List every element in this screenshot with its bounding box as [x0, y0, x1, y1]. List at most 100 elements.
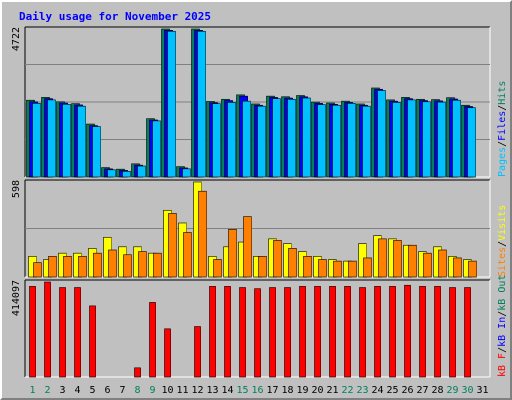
bar-pages — [47, 99, 56, 178]
bar-pages — [362, 105, 371, 178]
x-tick-label: 13 — [206, 385, 218, 396]
x-tick-label: 29 — [446, 385, 458, 396]
x-tick-label: 9 — [149, 385, 155, 396]
bar-sites — [138, 251, 147, 278]
series-legend: kB F/kB In/kB Out — [497, 275, 508, 377]
x-tick-label: 14 — [221, 385, 233, 396]
bar-pages — [122, 171, 131, 178]
bar-pages — [77, 105, 86, 178]
x-tick-label: 15 — [236, 385, 248, 396]
bar-sites — [393, 240, 402, 278]
bar-pages — [227, 102, 236, 178]
legend-item: kB In — [497, 317, 508, 347]
x-tick-label: 12 — [191, 385, 203, 396]
bar-sites — [228, 229, 237, 278]
bar-kb-f — [344, 286, 351, 378]
bar-sites — [303, 256, 312, 278]
bar-pages — [107, 169, 116, 178]
bar-pages — [182, 168, 191, 178]
bar-pages — [287, 98, 296, 178]
bar-pages — [167, 30, 176, 178]
bar-pages — [212, 103, 221, 178]
legend-item: Visits — [497, 205, 508, 241]
y-max-tick-label: 414097 — [11, 280, 22, 316]
x-tick-label: 20 — [311, 385, 323, 396]
x-tick-label: 6 — [104, 385, 110, 396]
bar-pages — [452, 99, 461, 178]
legend-separator: / — [497, 105, 508, 111]
bar-sites — [183, 232, 192, 278]
y-max-tick-label: 4722 — [11, 27, 22, 51]
legend-item: Sites — [497, 247, 508, 277]
series-legend: Pages/Files/Hits — [497, 81, 508, 177]
bar-sites — [78, 256, 87, 278]
bar-kb-f — [89, 305, 96, 378]
bar-sites — [273, 240, 282, 278]
bar-pages — [152, 120, 161, 178]
bar-sites — [438, 249, 447, 278]
x-tick-label: 16 — [251, 385, 263, 396]
bar-kb-f — [464, 287, 471, 378]
bar-kb-f — [314, 286, 321, 378]
bar-sites — [213, 259, 222, 278]
bar-kb-f — [209, 286, 216, 378]
x-tick-label: 31 — [476, 385, 488, 396]
bar-kb-f — [419, 286, 426, 378]
x-tick-label: 10 — [161, 385, 173, 396]
bar-pages — [407, 99, 416, 178]
x-tick-label: 5 — [89, 385, 95, 396]
bar-kb-f — [29, 286, 36, 378]
bar-pages — [62, 103, 71, 178]
bar-pages — [392, 102, 401, 178]
series-legend: Sites/Visits — [497, 205, 508, 277]
legend-item: Files — [497, 111, 508, 141]
bar-pages — [332, 104, 341, 178]
bar-sites — [258, 256, 267, 278]
bar-kb-f — [269, 287, 276, 378]
bar-sites — [153, 252, 162, 278]
bar-sites — [423, 252, 432, 278]
x-tick-label: 25 — [386, 385, 398, 396]
bar-pages — [137, 165, 146, 178]
bar-pages — [347, 103, 356, 178]
x-tick-label: 28 — [431, 385, 443, 396]
x-tick-label: 3 — [59, 385, 65, 396]
x-tick-label: 17 — [266, 385, 278, 396]
x-tick-label: 4 — [74, 385, 80, 396]
x-tick-label: 26 — [401, 385, 413, 396]
chart-title: Daily usage for November 2025 — [19, 10, 211, 23]
y-max-tick-label: 598 — [11, 180, 22, 198]
bar-sites — [108, 249, 117, 278]
bar-sites — [33, 262, 42, 278]
bar-pages — [32, 103, 41, 178]
bar-kb-f — [404, 284, 411, 378]
bar-sites — [63, 256, 72, 278]
bar-kb-f — [389, 286, 396, 378]
x-tick-label: 19 — [296, 385, 308, 396]
legend-separator: / — [497, 347, 508, 353]
bar-pages — [242, 100, 251, 178]
legend-separator: / — [497, 311, 508, 317]
bar-kb-f — [434, 286, 441, 378]
bar-sites — [453, 257, 462, 278]
bar-sites — [348, 260, 357, 278]
bar-sites — [168, 213, 177, 278]
x-tick-label: 23 — [356, 385, 368, 396]
bar-sites — [288, 248, 297, 278]
bar-kb-f — [164, 328, 171, 378]
x-tick-label: 27 — [416, 385, 428, 396]
bar-sites — [123, 254, 132, 278]
legend-separator: / — [497, 241, 508, 247]
bar-kb-f — [194, 326, 201, 378]
x-tick-label: 2 — [44, 385, 50, 396]
bar-sites — [378, 238, 387, 278]
bar-kb-f — [449, 287, 456, 378]
bar-kb-f — [359, 287, 366, 378]
x-tick-label: 21 — [326, 385, 338, 396]
bar-pages — [377, 90, 386, 178]
x-tick-label: 30 — [461, 385, 473, 396]
legend-item: kB Out — [497, 275, 508, 311]
bar-pages — [317, 104, 326, 178]
legend-separator: / — [497, 141, 508, 147]
